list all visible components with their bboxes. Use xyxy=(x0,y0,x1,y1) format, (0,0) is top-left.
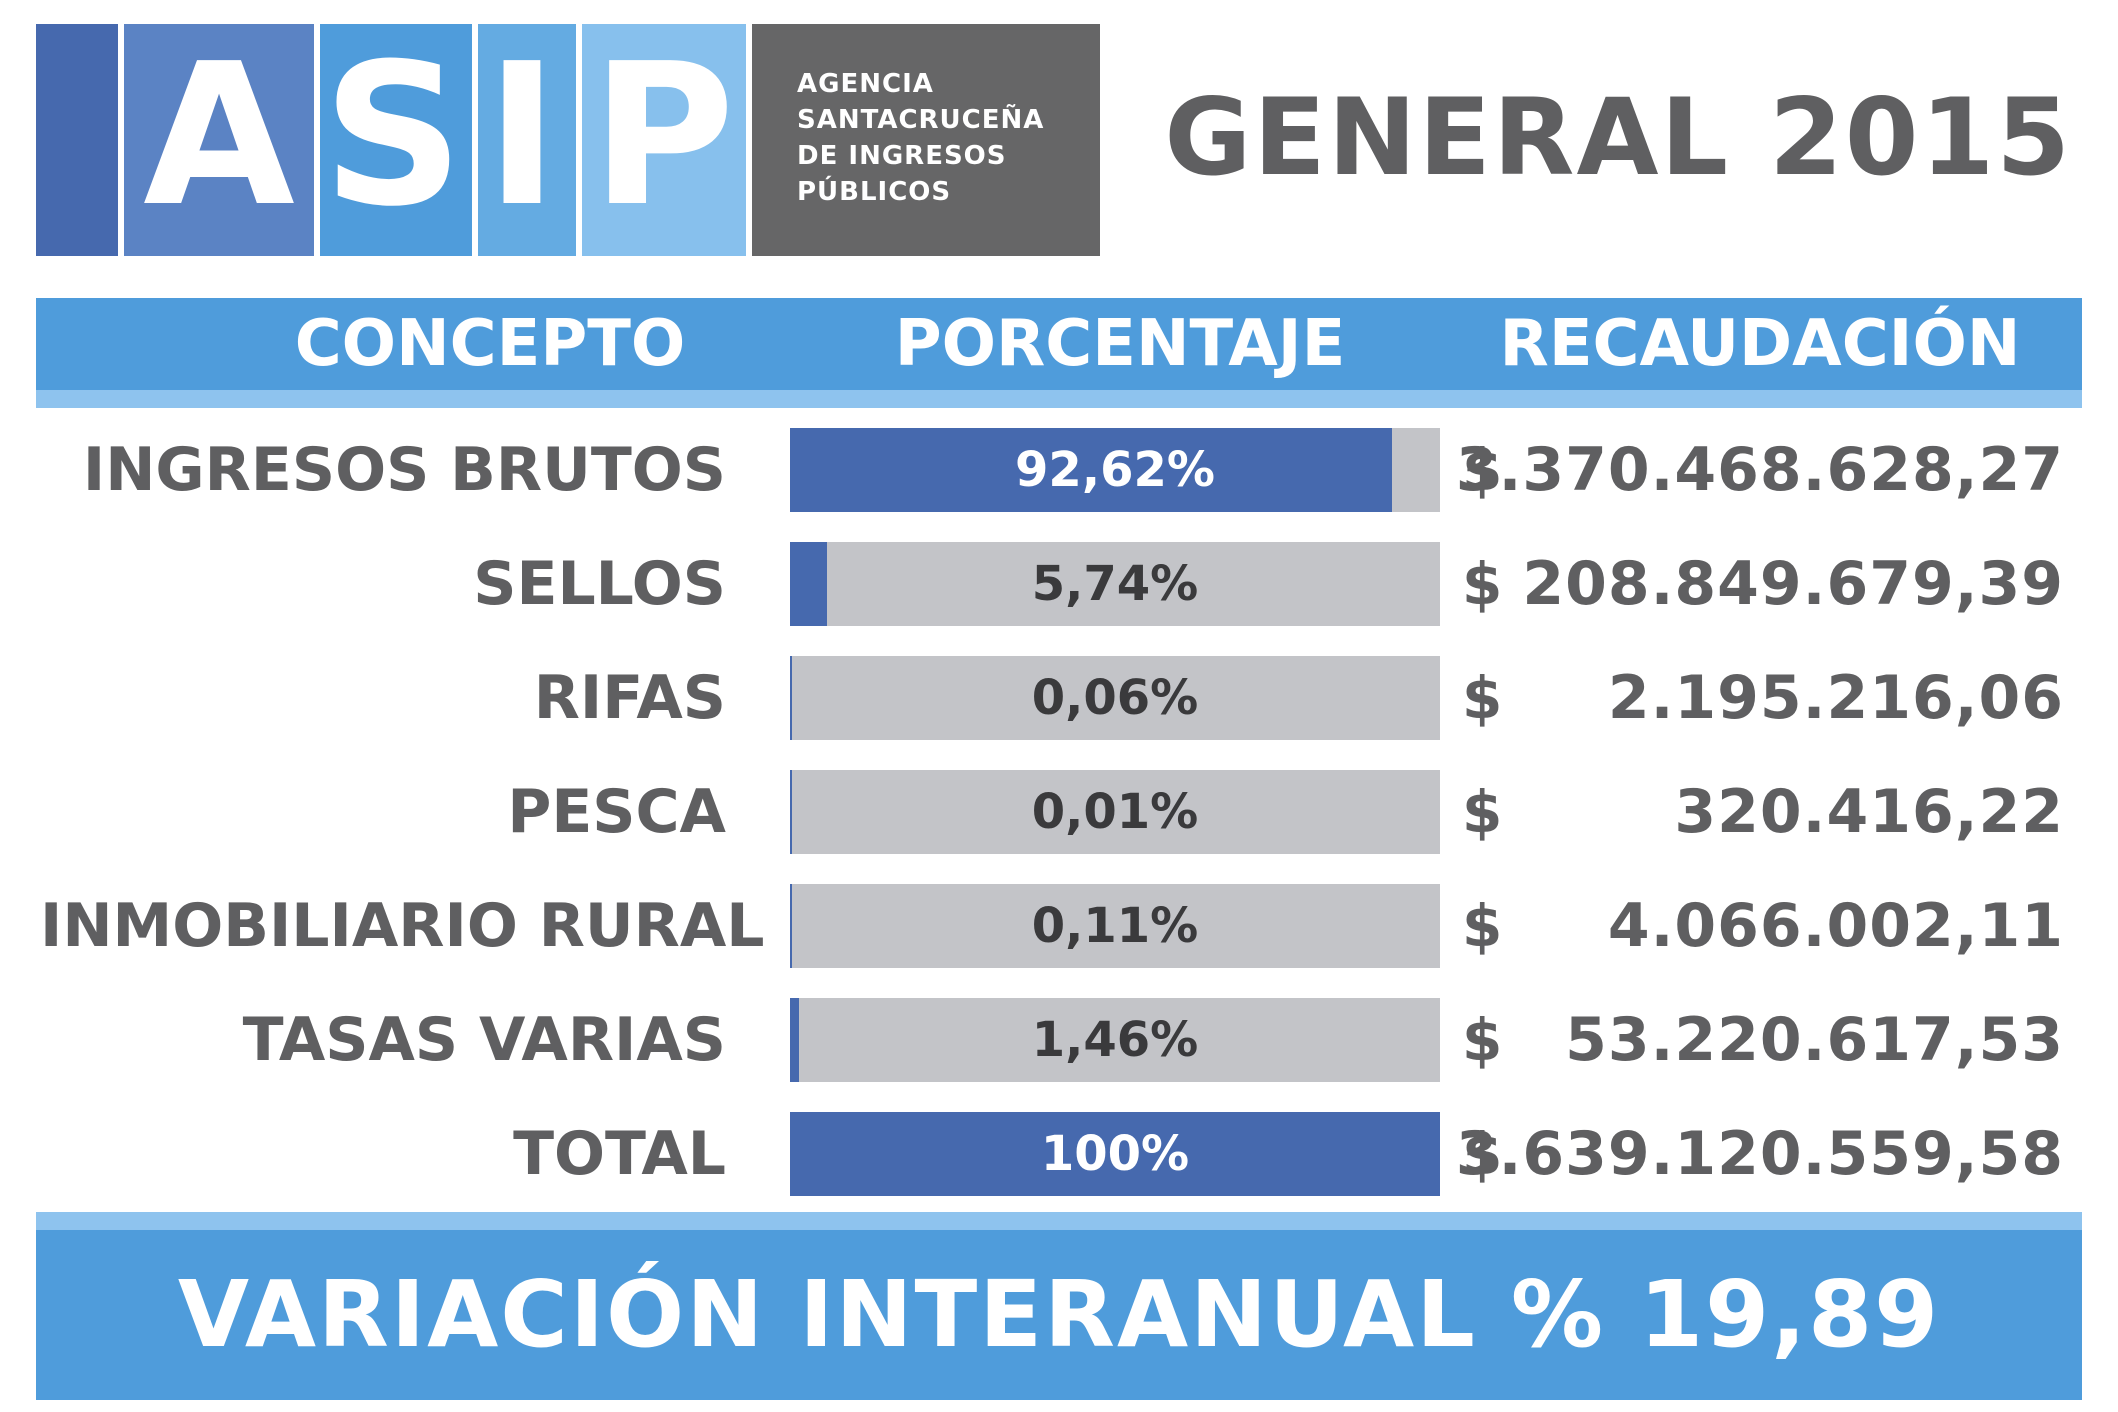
column-header-porcentaje: PORCENTAJE xyxy=(894,307,1346,381)
percentage-bar xyxy=(790,998,799,1082)
percentage-bar-track: 92,62% xyxy=(790,428,1440,512)
logo-agency-box xyxy=(752,24,1100,256)
revenue-amount: 53.220.617,53 xyxy=(1565,1005,2064,1075)
percentage-value-label: 0,11% xyxy=(1031,898,1199,954)
row-concept-label: SELLOS xyxy=(473,549,726,619)
logo-block-3 xyxy=(320,24,472,256)
percentage-value-label: 92,62% xyxy=(1015,442,1215,498)
footer-band xyxy=(36,1230,2082,1400)
page-title: GENERAL 2015 xyxy=(1164,76,2072,199)
currency-symbol: $ xyxy=(1462,664,1503,732)
currency-symbol: $ xyxy=(1462,892,1503,960)
revenue-amount: 208.849.679,39 xyxy=(1522,549,2064,619)
table-row: RIFAS 0,06% $2.195.216,06 xyxy=(0,656,2118,740)
agency-line-2: SANTACRUCEÑA xyxy=(797,105,1045,135)
logo-block-4 xyxy=(478,24,576,256)
currency-symbol: $ xyxy=(1462,550,1503,618)
percentage-bar xyxy=(790,884,792,968)
percentage-value-label: 0,06% xyxy=(1031,670,1199,726)
header-band-accent xyxy=(36,390,2082,408)
logo-letter-s: S xyxy=(322,22,464,250)
table-row: TASAS VARIAS 1,46% $53.220.617,53 xyxy=(0,998,2118,1082)
logo-letter-p: P xyxy=(591,22,735,250)
percentage-value-label: 5,74% xyxy=(1031,556,1199,612)
revenue-amount: 320.416,22 xyxy=(1674,777,2064,847)
percentage-bar-track: 0,01% xyxy=(790,770,1440,854)
revenue-amount: 3.639.120.559,58 xyxy=(1455,1119,2064,1189)
logo-block-5 xyxy=(582,24,746,256)
percentage-value-label: 1,46% xyxy=(1031,1012,1199,1068)
agency-line-3: DE INGRESOS xyxy=(797,141,1007,171)
agency-name: AGENCIA SANTACRUCEÑA DE INGRESOS PÚBLICO… xyxy=(797,66,1087,210)
percentage-bar-track: 1,46% xyxy=(790,998,1440,1082)
percentage-bar-track: 100% xyxy=(790,1112,1440,1196)
currency-symbol: $ xyxy=(1462,1006,1503,1074)
percentage-bar-track: 0,06% xyxy=(790,656,1440,740)
percentage-bar xyxy=(790,542,827,626)
percentage-bar xyxy=(790,770,792,854)
logo-letter-i: I xyxy=(485,22,559,250)
row-concept-label: PESCA xyxy=(507,777,726,847)
table-row: PESCA 0,01% $320.416,22 xyxy=(0,770,2118,854)
table-row: INGRESOS BRUTOS 92,62% $3.370.468.628,27 xyxy=(0,428,2118,512)
row-concept-label: TASAS VARIAS xyxy=(242,1005,726,1075)
table-row: INMOBILIARIO RURAL 0,11% $4.066.002,11 xyxy=(0,884,2118,968)
row-concept-label: INMOBILIARIO RURAL xyxy=(40,891,765,961)
agency-line-1: AGENCIA xyxy=(797,69,934,99)
percentage-bar-track: 5,74% xyxy=(790,542,1440,626)
footer-band-accent xyxy=(36,1212,2082,1230)
percentage-value-label: 0,01% xyxy=(1031,784,1199,840)
percentage-bar xyxy=(790,1112,1440,1196)
revenue-amount: 2.195.216,06 xyxy=(1607,663,2064,733)
logo-letter-a: A xyxy=(143,22,295,250)
percentage-bar xyxy=(790,428,1392,512)
revenue-amount: 3.370.468.628,27 xyxy=(1455,435,2064,505)
agency-line-4: PÚBLICOS xyxy=(797,177,952,207)
percentage-bar xyxy=(790,656,792,740)
row-concept-label: RIFAS xyxy=(533,663,726,733)
percentage-value-label: 100% xyxy=(1040,1126,1190,1182)
row-concept-label: INGRESOS BRUTOS xyxy=(82,435,726,505)
logo-block-1 xyxy=(36,24,118,256)
percentage-bar-track: 0,11% xyxy=(790,884,1440,968)
currency-symbol: $ xyxy=(1462,778,1503,846)
interannual-variation: VARIACIÓN INTERANUAL % 19,89 xyxy=(177,1261,1941,1368)
currency-symbol: $ xyxy=(1462,436,1503,504)
revenue-amount: 4.066.002,11 xyxy=(1607,891,2064,961)
table-row: SELLOS 5,74% $208.849.679,39 xyxy=(0,542,2118,626)
column-header-recaudacion: RECAUDACIÓN xyxy=(1499,307,2021,381)
header-band xyxy=(36,298,2082,390)
row-concept-label: TOTAL xyxy=(513,1119,726,1189)
column-header-concepto: CONCEPTO xyxy=(294,307,686,381)
table-row: TOTAL 100% $3.639.120.559,58 xyxy=(0,1112,2118,1196)
logo-block-2 xyxy=(124,24,314,256)
currency-symbol: $ xyxy=(1462,1120,1503,1188)
